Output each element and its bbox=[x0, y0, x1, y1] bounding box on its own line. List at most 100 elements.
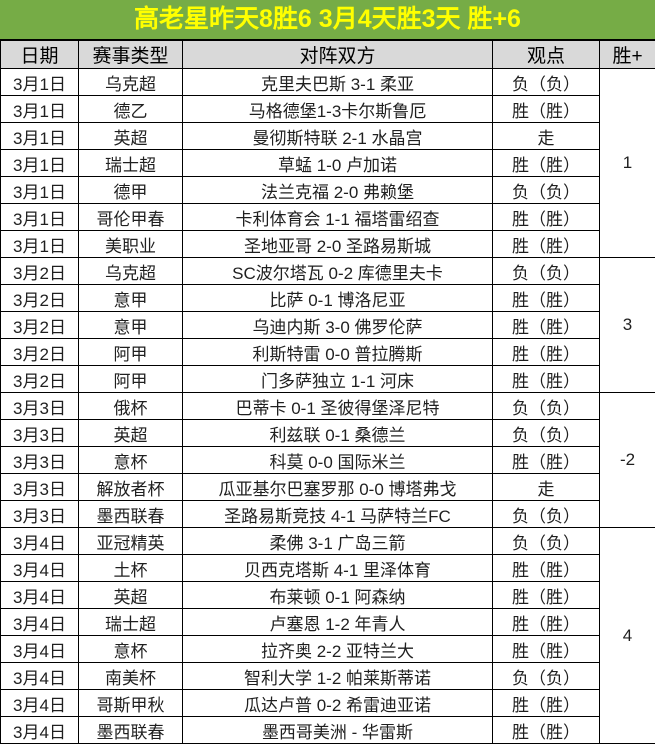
cell-view-win: 胜（胜） bbox=[493, 150, 600, 177]
table-row: 3月2日意甲比萨 0-1 博洛尼亚胜（胜） bbox=[1, 285, 655, 312]
cell-match: 乌迪内斯 3-0 佛罗伦萨 bbox=[183, 312, 493, 339]
table-row: 3月4日亚冠精英柔佛 3-1 广岛三箭负（负）4 bbox=[1, 528, 655, 555]
table-row: 3月1日德甲法兰克福 2-0 弗赖堡负（负） bbox=[1, 177, 655, 204]
cell-league: 德甲 bbox=[79, 177, 183, 204]
cell-date: 3月2日 bbox=[1, 285, 79, 312]
cell-date: 3月2日 bbox=[1, 258, 79, 285]
cell-match: 瓜达卢普 0-2 希雷迪亚诺 bbox=[183, 690, 493, 717]
table-row: 3月4日土杯贝西克塔斯 4-1 里泽体育胜（胜） bbox=[1, 555, 655, 582]
cell-date: 3月1日 bbox=[1, 96, 79, 123]
cell-plus-total: 3 bbox=[600, 258, 655, 393]
cell-plus-total: 4 bbox=[600, 528, 655, 744]
table-row: 3月1日乌克超克里夫巴斯 3-1 柔亚负（负）1 bbox=[1, 69, 655, 96]
cell-date: 3月2日 bbox=[1, 339, 79, 366]
cell-view-win: 胜（胜） bbox=[493, 717, 600, 744]
cell-view-lose: 负（负） bbox=[493, 258, 600, 285]
table-row: 3月3日英超利兹联 0-1 桑德兰负（负） bbox=[1, 420, 655, 447]
cell-league: 亚冠精英 bbox=[79, 528, 183, 555]
cell-league: 意杯 bbox=[79, 447, 183, 474]
cell-league: 乌克超 bbox=[79, 69, 183, 96]
cell-league: 墨西联春 bbox=[79, 501, 183, 528]
cell-league: 英超 bbox=[79, 420, 183, 447]
cell-match: 法兰克福 2-0 弗赖堡 bbox=[183, 177, 493, 204]
cell-date: 3月1日 bbox=[1, 231, 79, 258]
cell-view-win: 胜（胜） bbox=[493, 231, 600, 258]
table-row: 3月4日意杯拉齐奥 2-2 亚特兰大胜（胜） bbox=[1, 636, 655, 663]
cell-league: 哥斯甲秋 bbox=[79, 690, 183, 717]
cell-match: 利兹联 0-1 桑德兰 bbox=[183, 420, 493, 447]
cell-league: 意杯 bbox=[79, 636, 183, 663]
cell-view-win: 胜（胜） bbox=[493, 636, 600, 663]
cell-match: 瓜亚基尔巴塞罗那 0-0 博塔弗戈 bbox=[183, 474, 493, 501]
cell-match: 克里夫巴斯 3-1 柔亚 bbox=[183, 69, 493, 96]
table-row: 3月1日英超曼彻斯特联 2-1 水晶宫走 bbox=[1, 123, 655, 150]
cell-match: SC波尔塔瓦 0-2 库德里夫卡 bbox=[183, 258, 493, 285]
cell-league: 英超 bbox=[79, 582, 183, 609]
cell-match: 拉齐奥 2-2 亚特兰大 bbox=[183, 636, 493, 663]
cell-league: 美职业 bbox=[79, 231, 183, 258]
cell-date: 3月4日 bbox=[1, 663, 79, 690]
table-row: 3月1日哥伦甲春卡利体育会 1-1 福塔雷绍查胜（胜） bbox=[1, 204, 655, 231]
column-header-league: 赛事类型 bbox=[79, 41, 183, 69]
table-row: 3月2日阿甲利斯特雷 0-0 普拉腾斯胜（胜） bbox=[1, 339, 655, 366]
cell-league: 土杯 bbox=[79, 555, 183, 582]
cell-view-win: 胜（胜） bbox=[493, 447, 600, 474]
cell-match: 墨西哥美洲 - 华雷斯 bbox=[183, 717, 493, 744]
cell-view-lose: 负（负） bbox=[493, 393, 600, 420]
table-row: 3月1日美职业圣地亚哥 2-0 圣路易斯城胜（胜） bbox=[1, 231, 655, 258]
cell-date: 3月4日 bbox=[1, 690, 79, 717]
cell-view-win: 胜（胜） bbox=[493, 582, 600, 609]
cell-view-win: 胜（胜） bbox=[493, 285, 600, 312]
cell-match: 门多萨独立 1-1 河床 bbox=[183, 366, 493, 393]
table-row: 3月1日德乙马格德堡1-3卡尔斯鲁厄胜（胜） bbox=[1, 96, 655, 123]
cell-match: 科莫 0-0 国际米兰 bbox=[183, 447, 493, 474]
page-title: 高老星昨天8胜6 3月4天胜3天 胜+6 bbox=[134, 7, 521, 32]
cell-view-win: 胜（胜） bbox=[493, 555, 600, 582]
cell-view-lose: 负（负） bbox=[493, 663, 600, 690]
cell-league: 乌克超 bbox=[79, 258, 183, 285]
cell-league: 意甲 bbox=[79, 312, 183, 339]
table-row: 3月2日意甲乌迪内斯 3-0 佛罗伦萨胜（胜） bbox=[1, 312, 655, 339]
cell-match: 比萨 0-1 博洛尼亚 bbox=[183, 285, 493, 312]
cell-date: 3月3日 bbox=[1, 420, 79, 447]
cell-match: 卢塞恩 1-2 年青人 bbox=[183, 609, 493, 636]
table-row: 3月4日南美杯智利大学 1-2 帕莱斯蒂诺负（负） bbox=[1, 663, 655, 690]
cell-date: 3月3日 bbox=[1, 474, 79, 501]
cell-match: 贝西克塔斯 4-1 里泽体育 bbox=[183, 555, 493, 582]
column-header-date: 日期 bbox=[1, 41, 79, 69]
table-row: 3月3日俄杯巴蒂卡 0-1 圣彼得堡泽尼特负（负）-2 bbox=[1, 393, 655, 420]
cell-league: 解放者杯 bbox=[79, 474, 183, 501]
table-row: 3月4日瑞士超卢塞恩 1-2 年青人胜（胜） bbox=[1, 609, 655, 636]
table-row: 3月1日瑞士超草蜢 1-0 卢加诺胜（胜） bbox=[1, 150, 655, 177]
cell-match: 草蜢 1-0 卢加诺 bbox=[183, 150, 493, 177]
cell-league: 阿甲 bbox=[79, 339, 183, 366]
cell-date: 3月4日 bbox=[1, 582, 79, 609]
cell-view-draw: 走 bbox=[493, 123, 600, 150]
cell-date: 3月3日 bbox=[1, 393, 79, 420]
cell-league: 英超 bbox=[79, 123, 183, 150]
cell-date: 3月4日 bbox=[1, 528, 79, 555]
cell-view-lose: 负（负） bbox=[493, 501, 600, 528]
cell-plus-total: -2 bbox=[600, 393, 655, 528]
table-row: 3月4日墨西联春墨西哥美洲 - 华雷斯胜（胜） bbox=[1, 717, 655, 744]
table-row: 3月3日意杯科莫 0-0 国际米兰胜（胜） bbox=[1, 447, 655, 474]
table-row: 3月4日哥斯甲秋瓜达卢普 0-2 希雷迪亚诺胜（胜） bbox=[1, 690, 655, 717]
column-header-view: 观点 bbox=[493, 41, 600, 69]
table-row: 3月4日英超布莱顿 0-1 阿森纳胜（胜） bbox=[1, 582, 655, 609]
cell-league: 瑞士超 bbox=[79, 609, 183, 636]
cell-view-lose: 负（负） bbox=[493, 420, 600, 447]
cell-date: 3月2日 bbox=[1, 312, 79, 339]
cell-match: 曼彻斯特联 2-1 水晶宫 bbox=[183, 123, 493, 150]
cell-match: 圣路易斯竞技 4-1 马萨特兰FC bbox=[183, 501, 493, 528]
cell-view-win: 胜（胜） bbox=[493, 690, 600, 717]
cell-view-win: 胜（胜） bbox=[493, 312, 600, 339]
cell-league: 瑞士超 bbox=[79, 150, 183, 177]
cell-date: 3月4日 bbox=[1, 636, 79, 663]
cell-match: 柔佛 3-1 广岛三箭 bbox=[183, 528, 493, 555]
cell-view-lose: 负（负） bbox=[493, 69, 600, 96]
cell-view-win: 胜（胜） bbox=[493, 204, 600, 231]
cell-date: 3月1日 bbox=[1, 204, 79, 231]
cell-league: 俄杯 bbox=[79, 393, 183, 420]
